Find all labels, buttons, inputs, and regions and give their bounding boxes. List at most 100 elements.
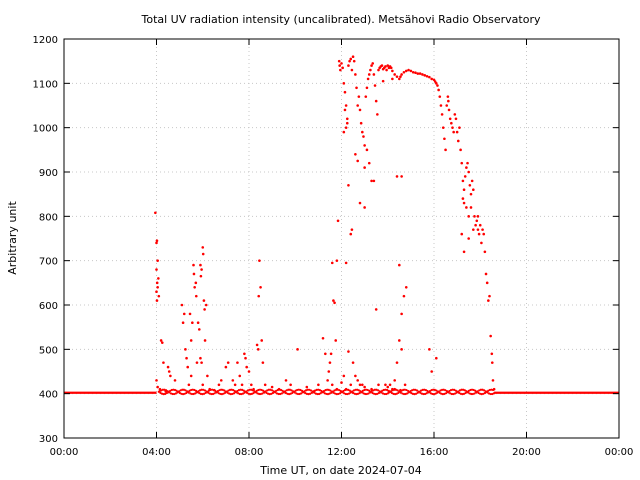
data-point [335, 392, 338, 396]
data-point [385, 388, 389, 392]
data-point [347, 64, 350, 67]
y-tick-label: 900 [39, 168, 58, 179]
data-point [351, 361, 355, 364]
data-point [421, 73, 424, 76]
data-point [386, 392, 389, 395]
data-point [445, 392, 448, 395]
data-point [480, 241, 483, 245]
data-point [175, 389, 178, 392]
data-point [362, 135, 365, 138]
data-point [395, 392, 398, 395]
data-point [193, 285, 196, 289]
data-point [161, 388, 164, 391]
data-point [415, 392, 418, 395]
data-point [349, 383, 353, 387]
data-point [231, 379, 235, 382]
data-point [438, 95, 442, 98]
data-point [208, 387, 211, 391]
data-point [286, 392, 289, 395]
y-tick-label: 500 [39, 345, 58, 356]
data-point [463, 389, 466, 392]
data-point [241, 392, 245, 395]
data-point [399, 75, 402, 78]
data-point [228, 388, 232, 391]
data-point [361, 389, 364, 392]
data-point [381, 79, 385, 83]
data-point [377, 68, 380, 72]
data-point [184, 389, 187, 392]
data-point [334, 339, 338, 342]
data-point [197, 390, 200, 393]
data-point [199, 356, 202, 360]
data-point [296, 388, 299, 392]
data-point [173, 388, 177, 392]
data-point [340, 381, 343, 384]
data-point [483, 250, 487, 254]
data-point [363, 166, 366, 169]
data-point [190, 388, 193, 392]
data-point [194, 281, 198, 285]
data-point [195, 361, 199, 364]
data-point [367, 161, 371, 165]
data-point [258, 388, 262, 391]
data-point [183, 392, 186, 395]
data-point [332, 299, 335, 302]
data-point [483, 389, 486, 392]
data-point [470, 179, 474, 183]
data-point [440, 113, 444, 116]
data-point [155, 241, 158, 245]
data-point [252, 387, 255, 391]
data-point [453, 113, 457, 116]
data-point [344, 387, 348, 391]
data-point [166, 365, 170, 369]
data-point [296, 348, 299, 351]
data-point [398, 77, 401, 81]
data-point [219, 392, 222, 396]
data-point [395, 175, 399, 178]
data-point [448, 117, 452, 121]
y-tick-label: 1100 [33, 79, 58, 90]
data-point [450, 121, 453, 125]
data-point [431, 392, 434, 396]
data-point [338, 64, 341, 67]
data-point [262, 389, 265, 392]
data-point [400, 73, 403, 76]
data-point [445, 104, 449, 107]
data-point [338, 389, 341, 392]
data-point [345, 117, 349, 121]
data-point [224, 365, 228, 369]
data-point [330, 261, 334, 265]
data-point [386, 64, 390, 67]
data-point [349, 57, 353, 61]
data-point [372, 179, 376, 183]
data-point [347, 350, 350, 353]
data-point [482, 392, 485, 395]
data-point [461, 197, 465, 200]
data-point [159, 391, 162, 395]
data-point [380, 64, 384, 67]
data-point [173, 379, 177, 382]
data-point [213, 392, 216, 395]
data-point [428, 348, 431, 351]
data-point [479, 388, 483, 391]
data-point [182, 312, 186, 316]
data-point [396, 389, 399, 392]
data-point [376, 392, 379, 395]
data-point [357, 95, 361, 98]
data-point [178, 391, 181, 395]
data-point [155, 268, 158, 271]
data-point [233, 383, 237, 387]
data-point [395, 75, 399, 78]
data-point [174, 392, 177, 395]
data-point [465, 206, 468, 209]
data-point [356, 104, 359, 107]
data-point [344, 126, 348, 129]
data-point [277, 392, 280, 396]
data-point [356, 379, 359, 382]
data-point [467, 237, 470, 240]
x-tick-label: 00:00 [605, 447, 634, 458]
data-point [232, 389, 235, 392]
data-point [155, 379, 158, 382]
data-point [423, 74, 427, 77]
